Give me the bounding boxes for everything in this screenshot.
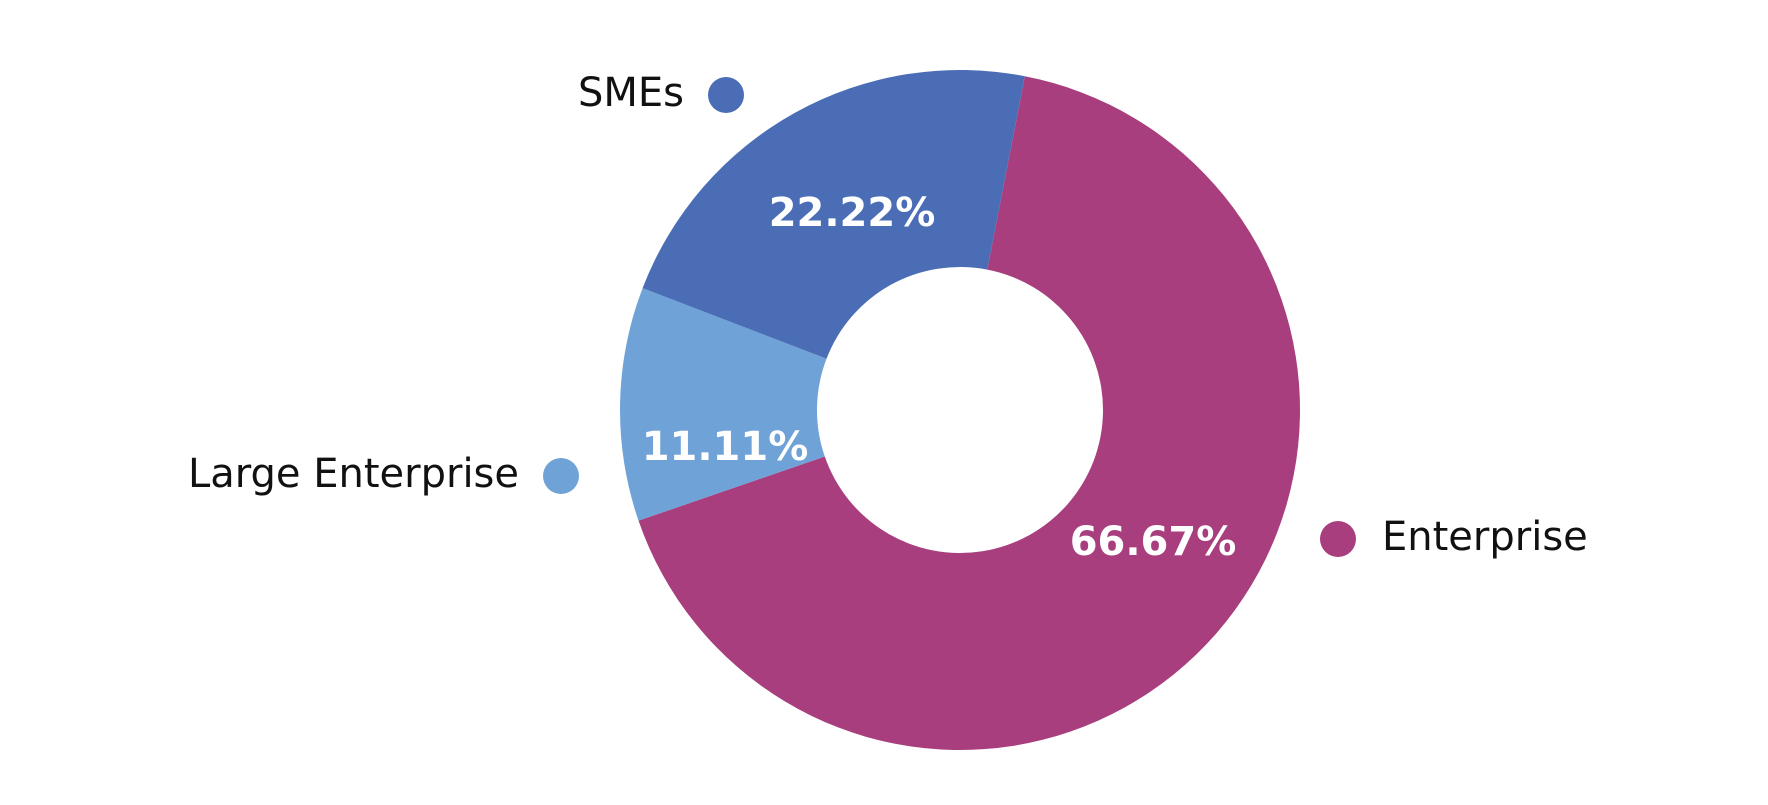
legend-label: SMEs	[578, 70, 684, 116]
slice	[619, 288, 827, 521]
slice	[642, 70, 1025, 359]
value-label: 22.22%	[769, 190, 936, 236]
legend-marker	[543, 458, 579, 494]
legend-label: Enterprise	[1382, 514, 1588, 560]
legend-marker	[708, 77, 744, 113]
value-label: 66.67%	[1070, 519, 1237, 565]
legend-label: Large Enterprise	[188, 451, 519, 497]
legend-marker	[1320, 521, 1356, 557]
value-label: 11.11%	[642, 424, 809, 470]
slice	[638, 76, 1300, 751]
